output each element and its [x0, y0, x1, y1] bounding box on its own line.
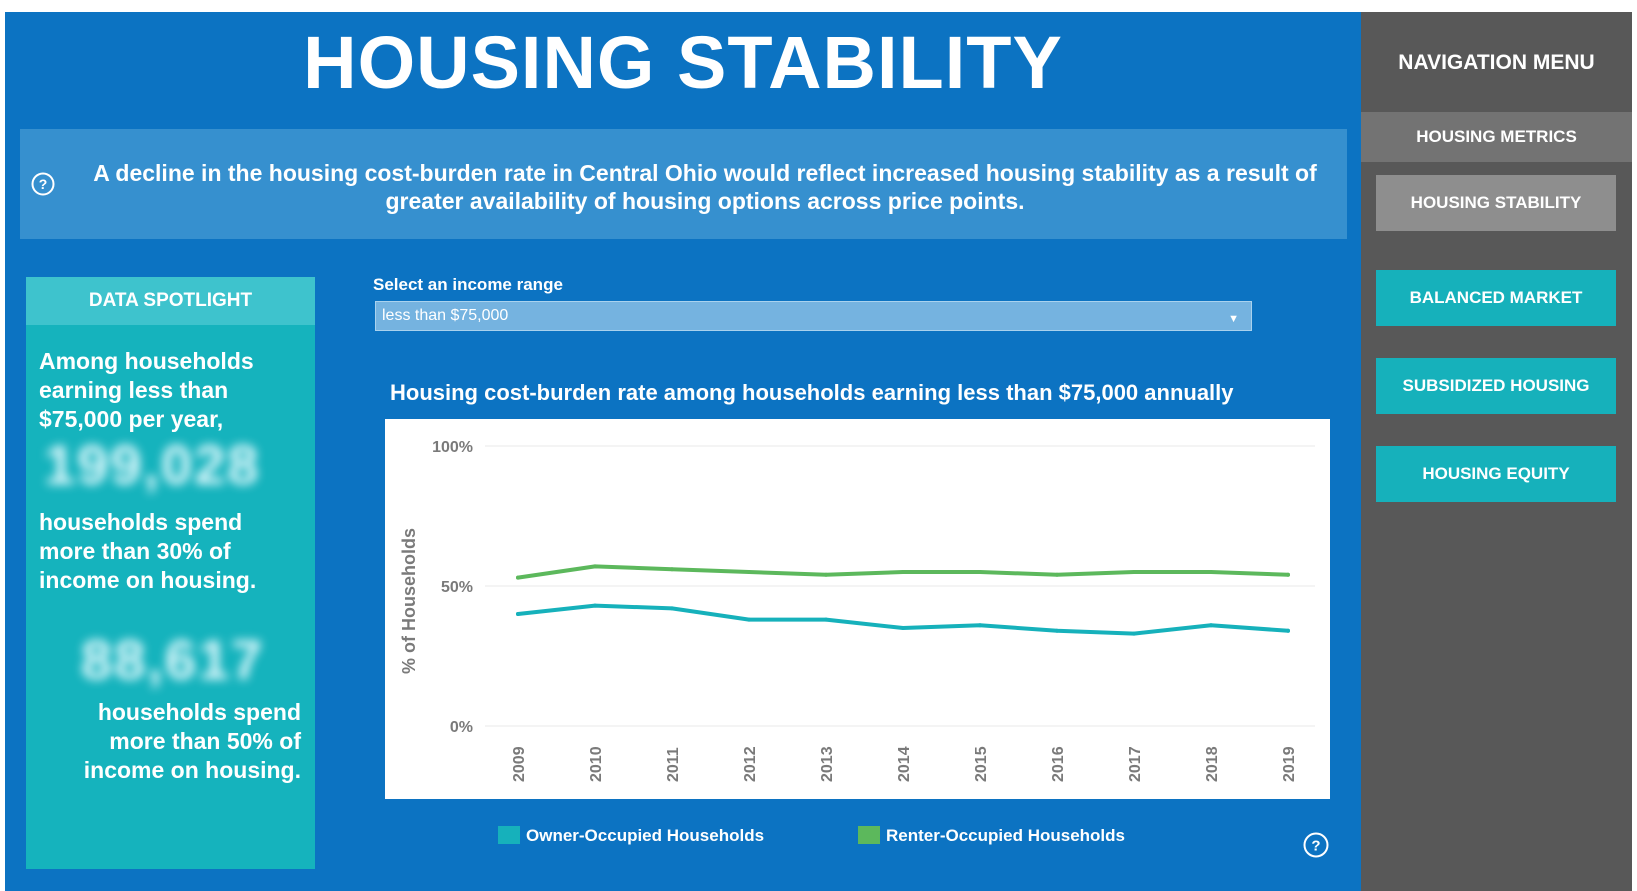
income-range-select[interactable]: less than $75,000 ▼ [375, 301, 1252, 331]
data-point [1132, 570, 1136, 574]
nav-item-housing-stability[interactable]: HOUSING STABILITY [1376, 175, 1616, 231]
data-point [670, 567, 674, 572]
banner-text: A decline in the housing cost-burden rat… [93, 160, 1317, 214]
spotlight-number-1: 199,028 [44, 433, 261, 496]
data-point [824, 572, 828, 577]
x-tick-label: 2018 [1204, 746, 1221, 782]
legend-item-renter[interactable]: Renter-Occupied Households [858, 826, 1125, 846]
nav-section-housing-metrics[interactable]: HOUSING METRICS [1361, 112, 1632, 162]
nav-title: NAVIGATION MENU [1398, 51, 1595, 74]
info-banner: ? A decline in the housing cost-burden r… [20, 129, 1347, 239]
x-tick-label: 2016 [1050, 746, 1067, 782]
y-axis-label: % of Households [399, 528, 419, 674]
legend-label-renter: Renter-Occupied Households [886, 826, 1125, 845]
x-tick-label: 2012 [742, 746, 759, 782]
svg-text:?: ? [39, 176, 48, 192]
help-icon[interactable]: ? [30, 171, 56, 202]
income-range-value: less than $75,000 [382, 307, 509, 324]
data-point [901, 570, 905, 574]
x-tick-label: 2019 [1281, 746, 1298, 782]
chart-help-icon[interactable]: ? [1302, 831, 1330, 864]
spotlight-text-1: Among households earning less than $75,0… [39, 348, 254, 432]
nav-item-subsidized-housing[interactable]: SUBSIDIZED HOUSING [1376, 358, 1616, 414]
data-point [747, 570, 751, 574]
navigation-menu: NAVIGATION MENU HOUSING METRICS HOUSING … [1361, 12, 1632, 891]
data-point [1132, 631, 1136, 636]
line-chart: 0% 50% 100% % of Households 2009 2010 2011 2012… [399, 439, 1315, 782]
y-tick-label: 100% [432, 439, 473, 456]
data-point [824, 617, 828, 622]
income-range-label: Select an income range [373, 275, 563, 294]
y-tick-label: 50% [441, 579, 473, 596]
data-point [593, 603, 597, 608]
spotlight-text-2: households spend more than 30% of income… [39, 509, 257, 593]
data-point [593, 564, 597, 569]
x-tick-label: 2011 [665, 747, 682, 782]
legend-label-owner: Owner-Occupied Households [526, 826, 765, 845]
data-point [747, 617, 751, 622]
legend-swatch-owner [498, 826, 520, 844]
x-tick-label: 2010 [588, 746, 605, 782]
x-tick-label: 2015 [973, 746, 990, 782]
data-point [978, 623, 982, 628]
spotlight-text-3: households spend more than 50% of income… [83, 699, 301, 783]
nav-item-balanced-market[interactable]: BALANCED MARKET [1376, 270, 1616, 326]
data-point [1286, 628, 1290, 633]
chevron-down-icon: ▼ [1228, 313, 1239, 325]
data-point [670, 606, 674, 611]
data-point [1209, 570, 1213, 574]
data-point [516, 575, 520, 580]
x-tick-label: 2009 [511, 746, 528, 782]
chart-container: 0% 50% 100% % of Households 2009 2010 2011 2012… [385, 419, 1330, 799]
data-point [1055, 572, 1059, 577]
spotlight-number-2: 88,617 [81, 628, 265, 691]
chart-title: Housing cost-burden rate among household… [390, 380, 1234, 405]
x-tick-label: 2017 [1127, 746, 1144, 782]
data-point [1209, 623, 1213, 628]
y-tick-label: 0% [450, 719, 473, 736]
data-point [1055, 628, 1059, 633]
data-point [978, 570, 982, 574]
nav-item-housing-equity[interactable]: HOUSING EQUITY [1376, 446, 1616, 502]
page-title: HOUSING STABILITY [303, 21, 1063, 104]
spotlight-heading: DATA SPOTLIGHT [26, 277, 315, 325]
legend-swatch-renter [858, 826, 880, 844]
data-spotlight: DATA SPOTLIGHT Among households earning … [26, 277, 315, 869]
data-point [901, 626, 905, 630]
legend-item-owner[interactable]: Owner-Occupied Households [498, 826, 764, 846]
x-tick-label: 2013 [819, 746, 836, 782]
x-tick-label: 2014 [896, 746, 913, 782]
data-point [516, 612, 520, 616]
svg-text:?: ? [1311, 838, 1320, 855]
data-point [1286, 572, 1290, 577]
